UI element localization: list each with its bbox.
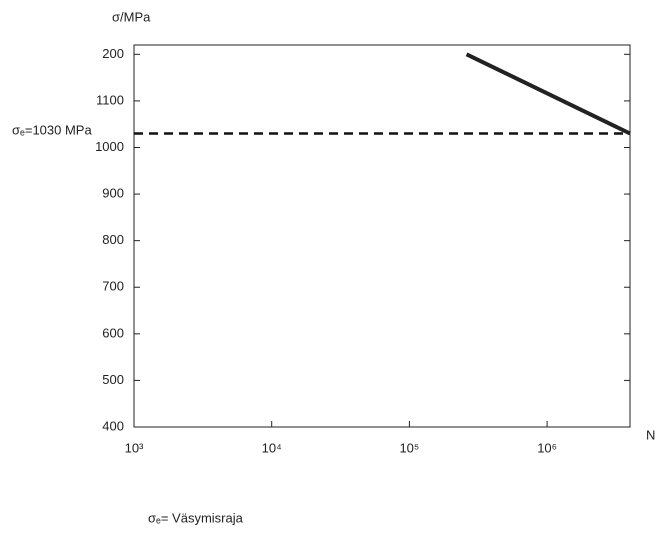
y-axis-label: σ/MPa	[112, 9, 151, 24]
note: σₑ= Väsymisraja	[148, 510, 244, 525]
x-tick-label: 10⁴	[262, 440, 282, 455]
y-tick-label: 200	[102, 46, 124, 61]
line-series	[465, 52, 631, 136]
x-tick-label: 10⁵	[399, 440, 419, 455]
y-tick-label: 900	[102, 186, 124, 201]
y-tick-label: 1100	[96, 92, 124, 107]
x-axis-label: N	[646, 427, 655, 442]
y-tick-label: 500	[102, 372, 124, 387]
x-tick-label: 10³	[125, 440, 144, 455]
y-tick-label: 700	[102, 279, 124, 294]
y-tick-label: 1000	[95, 139, 124, 154]
y-tick-label: 600	[102, 325, 124, 340]
x-tick-label: 10⁶	[537, 440, 557, 455]
y-tick-label: 400	[102, 418, 124, 433]
hline-label: σₑ=1030 MPa	[12, 122, 92, 137]
plot-frame	[133, 44, 631, 428]
y-tick-label: 800	[102, 232, 124, 247]
